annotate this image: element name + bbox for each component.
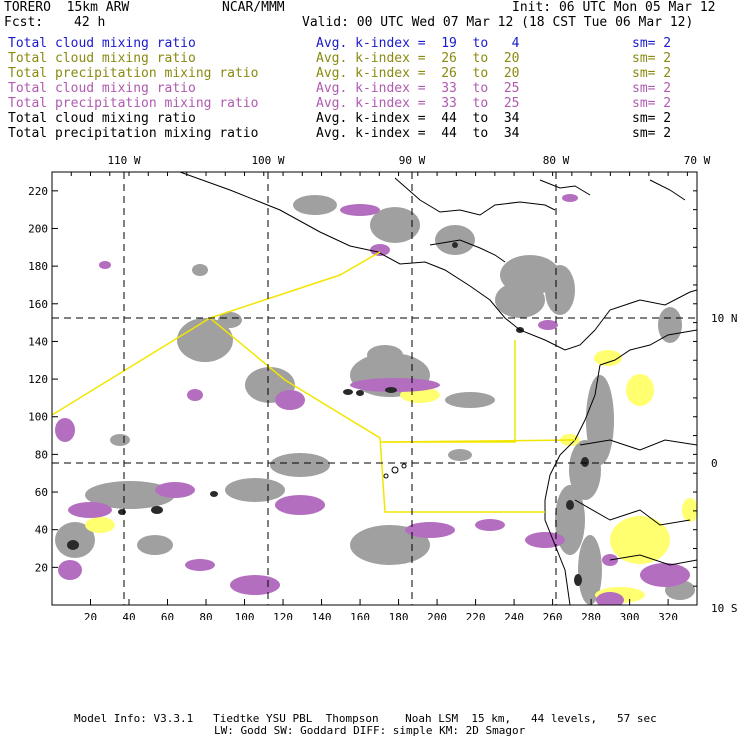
y-tick-label: 180 bbox=[28, 260, 48, 273]
legend-smoothing: sm= 2 bbox=[632, 36, 672, 51]
legend-k-index: Avg. k-index = 26 to 20 bbox=[316, 51, 520, 66]
legend-k-index: Avg. k-index = 33 to 25 bbox=[316, 96, 520, 111]
model-title: TORERO 15km ARW bbox=[4, 0, 130, 15]
x-tick-label: 60 bbox=[161, 611, 174, 620]
legend-k-index: Avg. k-index = 44 to 34 bbox=[316, 111, 520, 126]
y-tick-label: 140 bbox=[28, 335, 48, 348]
x-tick-label: 200 bbox=[427, 611, 447, 620]
x-tick-label: 240 bbox=[504, 611, 524, 620]
legend-field: Total precipitation mixing ratio bbox=[8, 66, 259, 81]
map-frame bbox=[51, 171, 698, 606]
valid-time: Valid: 00 UTC Wed 07 Mar 12 (18 CST Tue … bbox=[302, 15, 694, 30]
y-tick-label: 220 bbox=[28, 185, 48, 198]
x-tick-label: 20 bbox=[84, 611, 97, 620]
longitude-label: 100 W bbox=[251, 154, 284, 167]
init-time: Init: 06 UTC Mon 05 Mar 12 bbox=[512, 0, 716, 15]
x-tick-label: 160 bbox=[350, 611, 370, 620]
latitude-label: 0 bbox=[711, 457, 718, 470]
center-label: NCAR/MMM bbox=[222, 0, 285, 15]
map-figure: 20 40 60 80 100 120 140 160 180 200 220 240 260 280 30… bbox=[28, 154, 738, 624]
legend-field: Total precipitation mixing ratio bbox=[8, 126, 259, 141]
graticule bbox=[52, 172, 697, 605]
y-tick-label: 20 bbox=[35, 561, 48, 574]
longitude-label: 70 W bbox=[684, 154, 711, 167]
legend-smoothing: sm= 2 bbox=[632, 81, 672, 96]
latitude-label: 10 N bbox=[711, 312, 738, 325]
field-layer bbox=[55, 194, 697, 605]
model-info-line2: LW: Godd SW: Goddard DIFF: simple KM: 2D… bbox=[214, 724, 526, 737]
y-tick-label: 60 bbox=[35, 486, 48, 499]
x-tick-label: 40 bbox=[122, 611, 135, 620]
forecast-hours: 42 h bbox=[74, 15, 106, 30]
cloud-purple-areas bbox=[55, 194, 690, 605]
x-tick-label: 140 bbox=[312, 611, 332, 620]
longitude-label: 110 W bbox=[107, 154, 140, 167]
forecast-label: Fcst: bbox=[4, 15, 44, 30]
legend-k-index: Avg. k-index = 33 to 25 bbox=[316, 81, 520, 96]
legend-field: Total cloud mixing ratio bbox=[8, 51, 196, 66]
longitude-label: 80 W bbox=[543, 154, 570, 167]
legend-smoothing: sm= 2 bbox=[632, 51, 672, 66]
y-tick-label: 160 bbox=[28, 298, 48, 311]
x-tick-label: 180 bbox=[389, 611, 409, 620]
legend-field: Total cloud mixing ratio bbox=[8, 111, 196, 126]
legend-smoothing: sm= 2 bbox=[632, 66, 672, 81]
y-tick-label: 40 bbox=[35, 524, 48, 537]
legend-k-index: Avg. k-index = 44 to 34 bbox=[316, 126, 520, 141]
axis-ticks bbox=[51, 171, 697, 606]
coastlines bbox=[179, 172, 697, 605]
x-tick-label: 100 bbox=[235, 611, 255, 620]
legend-smoothing: sm= 2 bbox=[632, 111, 672, 126]
x-tick-label: 280 bbox=[581, 611, 601, 620]
y-tick-label: 80 bbox=[35, 448, 48, 461]
legend-field: Total precipitation mixing ratio bbox=[8, 96, 259, 111]
y-tick-label: 120 bbox=[28, 373, 48, 386]
x-tick-label: 220 bbox=[466, 611, 486, 620]
x-tick-label: 300 bbox=[620, 611, 640, 620]
x-tick-label: 80 bbox=[199, 611, 212, 620]
y-tick-label: 100 bbox=[28, 411, 48, 424]
y-tick-label: 200 bbox=[28, 222, 48, 235]
legend-smoothing: sm= 2 bbox=[632, 126, 672, 141]
legend-smoothing: sm= 2 bbox=[632, 96, 672, 111]
x-tick-label: 260 bbox=[543, 611, 563, 620]
legend-field: Total cloud mixing ratio bbox=[8, 81, 196, 96]
map-panel: 20 40 60 80 100 120 140 160 180 200 220 240 260 280 30… bbox=[0, 150, 740, 624]
x-tick-label: 120 bbox=[273, 611, 293, 620]
longitude-label: 90 W bbox=[399, 154, 426, 167]
legend-k-index: Avg. k-index = 26 to 20 bbox=[316, 66, 520, 81]
legend-field: Total cloud mixing ratio bbox=[8, 36, 196, 51]
latitude-label: 10 S bbox=[711, 602, 738, 615]
model-info-line1: Model Info: V3.3.1 Tiedtke YSU PBL Thomp… bbox=[74, 712, 657, 725]
legend-k-index: Avg. k-index = 19 to 4 bbox=[316, 36, 520, 51]
x-tick-label: 320 bbox=[658, 611, 678, 620]
